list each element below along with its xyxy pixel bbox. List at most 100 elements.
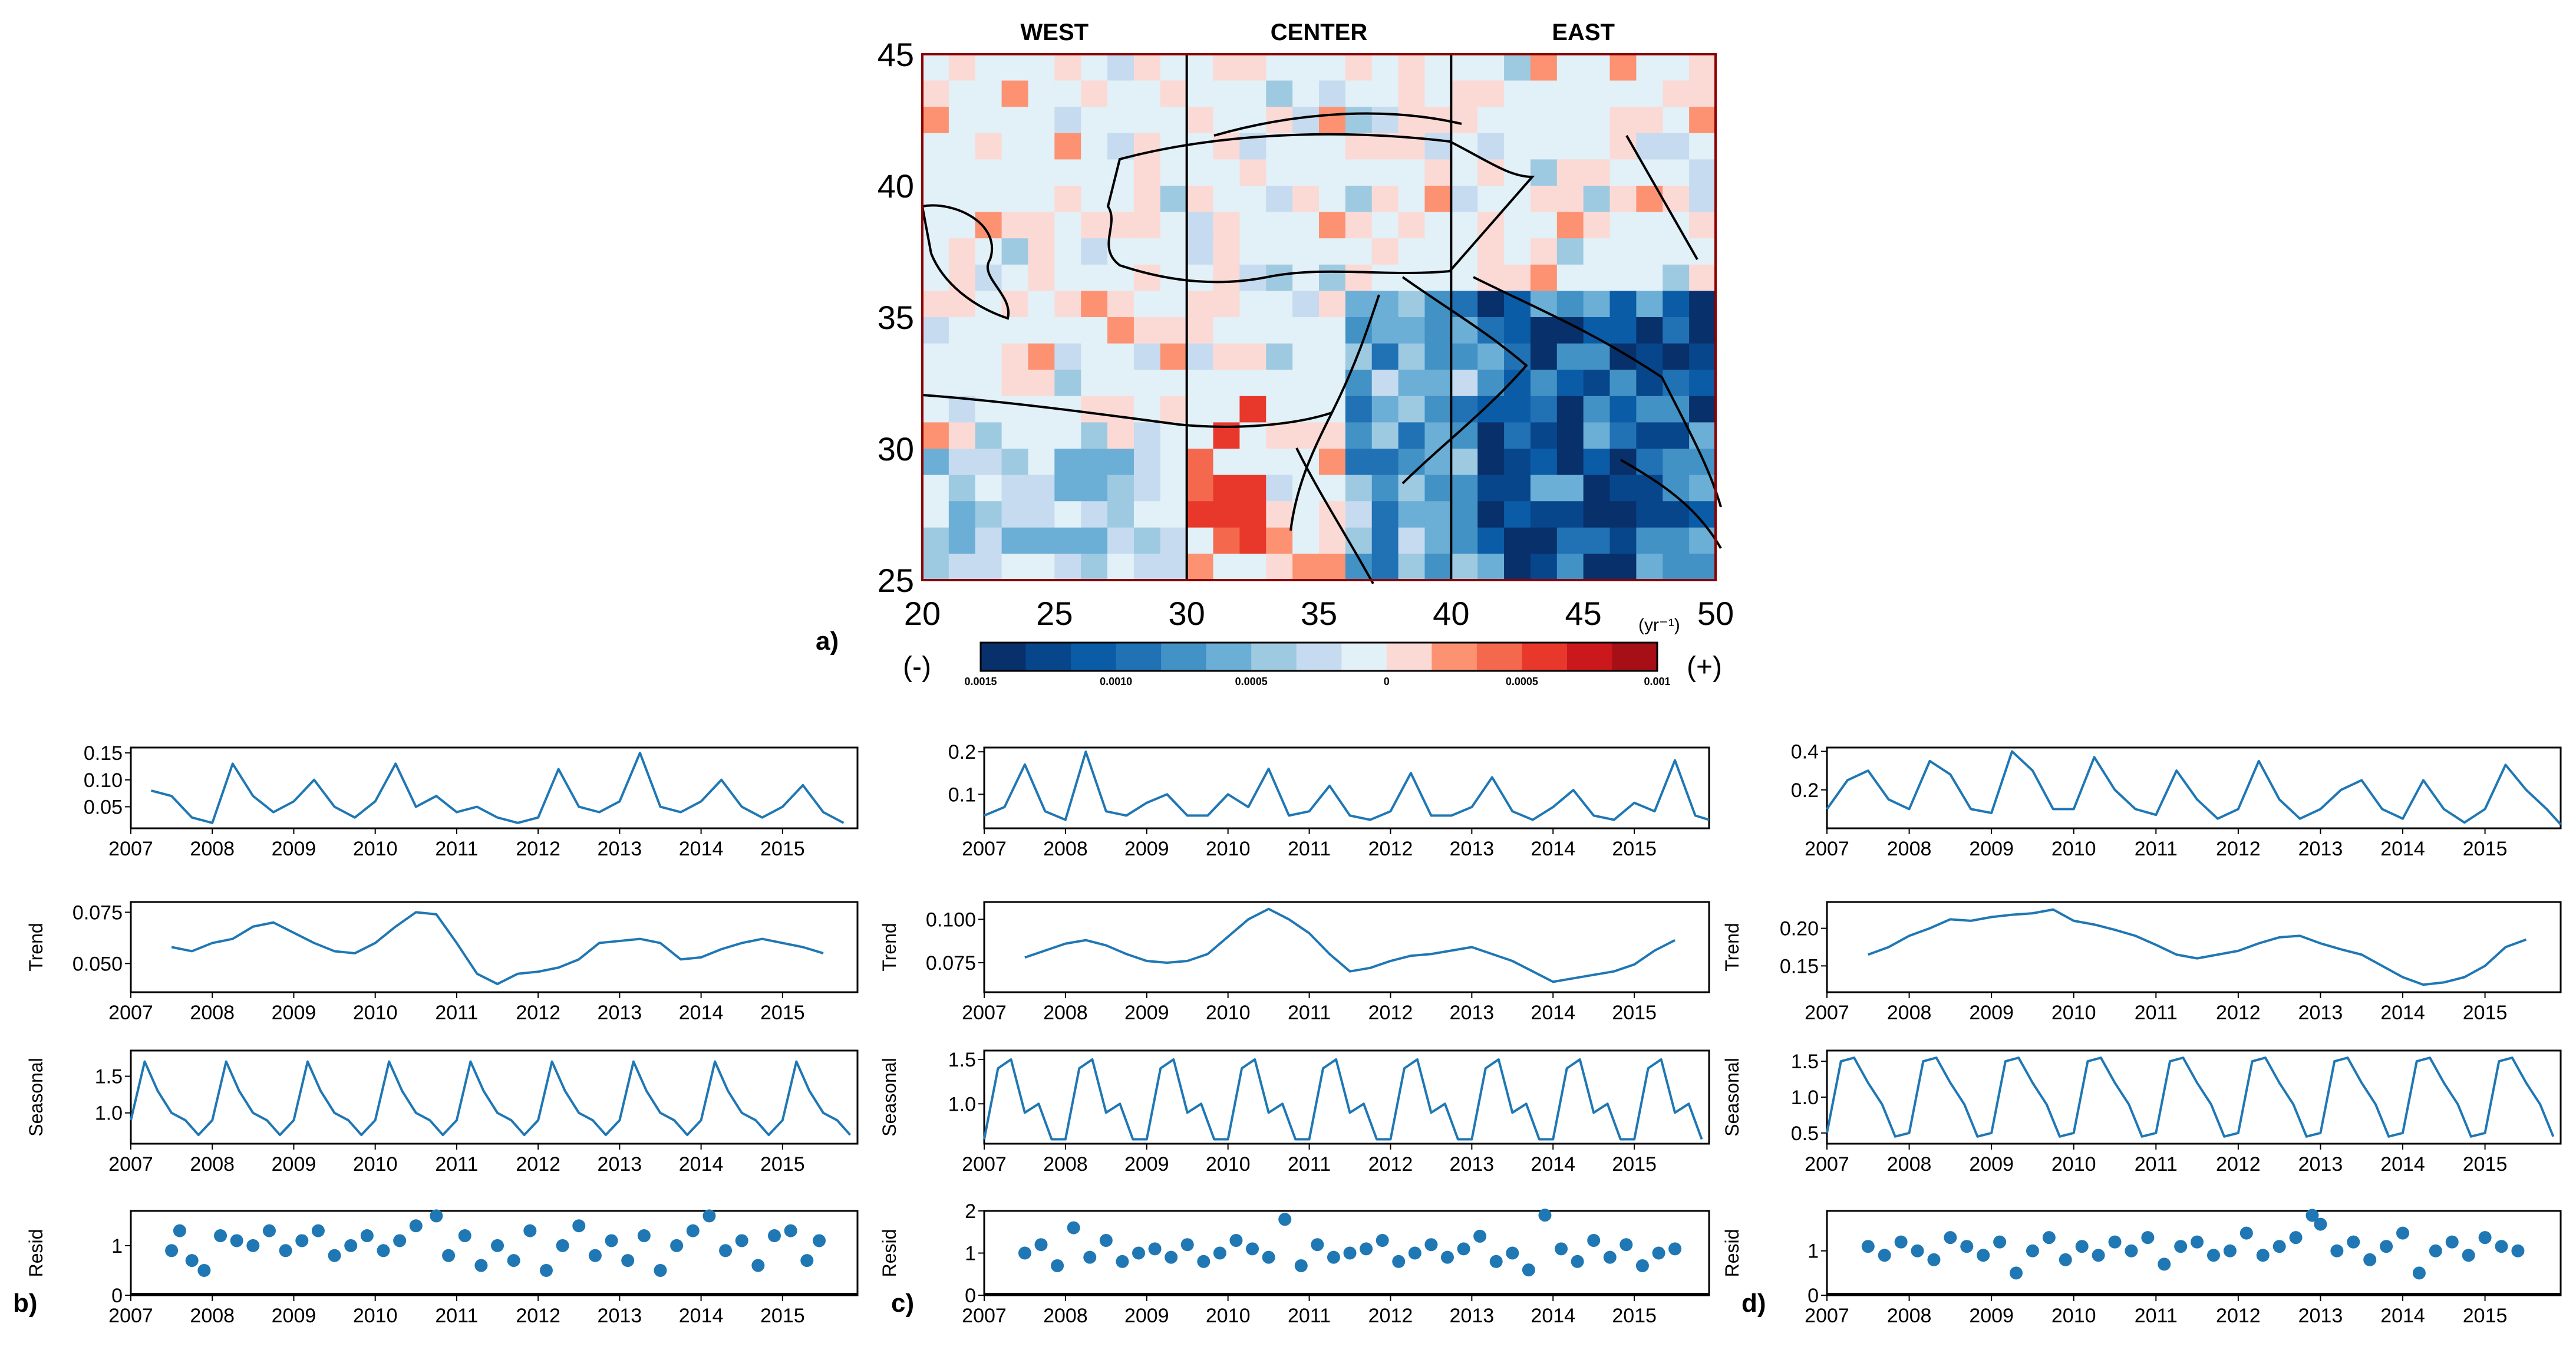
resid-point [2125, 1244, 2138, 1257]
map-grid-cell [1107, 554, 1134, 581]
colorbar-swatch [1341, 643, 1387, 671]
map-grid-cell [1133, 422, 1161, 449]
map-grid-cell [1609, 238, 1637, 265]
map-grid-cell [1160, 107, 1188, 134]
map-grid-cell [1213, 238, 1240, 265]
y-tick-label: 0.2 [1791, 779, 1819, 802]
map-grid-cell [1424, 370, 1452, 397]
resid-point [1067, 1221, 1080, 1235]
map-grid-cell [1239, 317, 1266, 344]
map-grid-cell [1663, 264, 1690, 291]
map-grid-cell [922, 343, 949, 370]
map-grid-cell [1398, 107, 1426, 134]
panel-b-seasonal: 2007 2008 2009 2010 2011 2012 2013 2014 2015 1.0 1… [25, 1049, 859, 1176]
x-tick-label: 2013 [2298, 1002, 2343, 1024]
x-tick-label: 2012 [1368, 1002, 1413, 1024]
map-grid-cell [1451, 554, 1478, 581]
map-grid-cell [948, 422, 976, 449]
latitude-tick-label: 40 [878, 167, 914, 205]
map-grid-cell [1001, 554, 1029, 581]
map-grid-cell [1451, 527, 1478, 554]
x-tick-label: 2013 [1450, 838, 1495, 860]
map-frame [921, 53, 1717, 581]
map-grid-cell [1689, 370, 1716, 397]
panel-d-resid: 2007 2008 2009 2010 2011 2012 2013 2014 2015 0 1 Re… [1721, 1209, 2562, 1327]
map-grid-cell [1636, 422, 1663, 449]
resid-point [279, 1244, 292, 1257]
map-grid-cell [1504, 238, 1531, 265]
resid-point [1327, 1250, 1340, 1264]
resid-point [670, 1239, 684, 1252]
map-grid-cell [1609, 422, 1637, 449]
map-grid-cell [1133, 475, 1161, 502]
map-grid-cell [1186, 317, 1214, 344]
map-grid-cell [1636, 238, 1663, 265]
map-grid-cell [1583, 238, 1611, 265]
map-grid-cell [1477, 475, 1505, 502]
map-grid-cell [1424, 238, 1452, 265]
x-tick-label: 2013 [2298, 838, 2343, 860]
x-tick-label: 2012 [2216, 1153, 2261, 1176]
map-grid-cell [1636, 527, 1663, 554]
map-grid-cell [1663, 343, 1690, 370]
resid-point [1894, 1235, 1908, 1249]
map-grid-cell [1213, 133, 1240, 160]
map-grid-cell [1609, 54, 1637, 81]
map-grid-cell [1054, 343, 1081, 370]
map-grid-cell [948, 475, 976, 502]
map-grid-cell [1451, 133, 1478, 160]
map-grid-cell [1398, 370, 1426, 397]
map-grid-cell [1266, 159, 1293, 186]
map-grid-cell [1371, 501, 1399, 528]
x-tick-label: 2007 [962, 1305, 1007, 1327]
map-grid-cell [1530, 80, 1558, 107]
x-tick-label: 2007 [1805, 1153, 1849, 1176]
map-grid-cell [1292, 501, 1320, 528]
map-grid-cell [1160, 422, 1188, 449]
map-grid-cell [1477, 554, 1505, 581]
panel-d-observed: 2007 2008 2009 2010 2011 2012 2013 2014 2015 0.2 0… [1791, 741, 2562, 860]
map-grid-cell [1133, 554, 1161, 581]
map-grid-cell [1001, 449, 1029, 476]
resid-point [1051, 1259, 1064, 1272]
map-grid-cell [1609, 186, 1637, 213]
x-tick-label: 2007 [1805, 838, 1849, 860]
map-grid-cell [1107, 501, 1134, 528]
map-grid-cell [1663, 133, 1690, 160]
map-grid-cell [1319, 80, 1346, 107]
map-grid-cell [1583, 264, 1611, 291]
map-grid-cell [1504, 554, 1531, 581]
map-grid-cell [1609, 396, 1637, 423]
region-labels: WEST CENTER EAST [1021, 19, 1615, 45]
map-grid-cell [975, 107, 1002, 134]
resid-point [377, 1244, 390, 1257]
resid-point [1099, 1234, 1113, 1247]
map-grid-cell [1530, 54, 1558, 81]
map-grid-cell [1398, 396, 1426, 423]
resid-point [751, 1259, 765, 1272]
map-grid-cell [948, 343, 976, 370]
map-grid-cell [1530, 317, 1558, 344]
map-grid-cell [1160, 80, 1188, 107]
resid-point [1506, 1246, 1519, 1260]
x-tick-label: 2011 [2135, 1153, 2178, 1176]
map-grid-cell [1609, 554, 1637, 581]
map-grid-cell [1424, 501, 1452, 528]
colorbar-swatch [1161, 643, 1207, 671]
axes-frame [1826, 746, 2562, 829]
map-grid-cell [1504, 186, 1531, 213]
red-sea-coast [1295, 447, 1374, 584]
resid-point [2108, 1235, 2122, 1249]
map-grid-cell [1054, 54, 1081, 81]
map-grid-cell [1398, 159, 1426, 186]
map-grid-cell [1556, 80, 1584, 107]
map-grid-cell [1081, 212, 1108, 239]
map-grid-cell [975, 317, 1002, 344]
map-grid-cell [1424, 449, 1452, 476]
map-grid-cell [1636, 80, 1663, 107]
x-tick-label: 2012 [516, 1305, 560, 1327]
map-grid-cell [1689, 212, 1716, 239]
x-tick-label: 2010 [2051, 1305, 2096, 1327]
map-grid-cell [1292, 291, 1320, 318]
x-tick-label: 2008 [1043, 838, 1088, 860]
